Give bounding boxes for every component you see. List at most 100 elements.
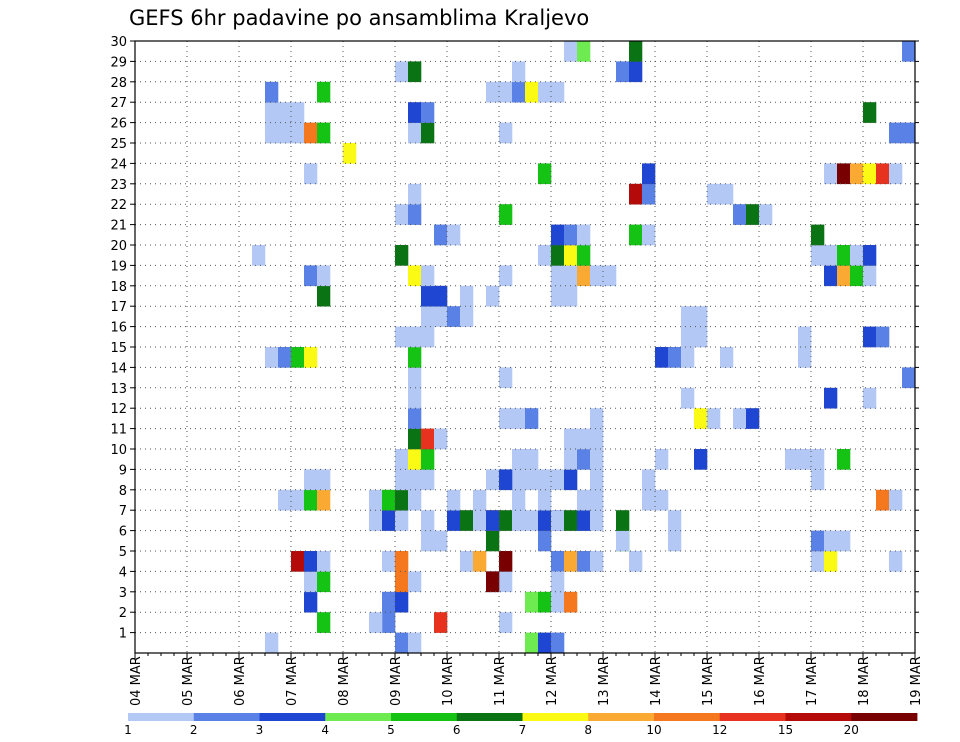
- heatmap-cell: [434, 285, 448, 307]
- heatmap-cell: [577, 245, 591, 266]
- heatmap-cell: [512, 408, 526, 429]
- x-tick-label: 07 MAR: [285, 656, 300, 706]
- y-tick-label: 4: [119, 565, 127, 580]
- heatmap-cell: [850, 245, 864, 266]
- heatmap-cell: [395, 61, 409, 83]
- heatmap-cell: [304, 489, 318, 511]
- x-tick-label: 06 MAR: [233, 656, 248, 706]
- heatmap-cell: [265, 102, 279, 123]
- heatmap-cell: [564, 41, 578, 62]
- colorbar-segment: [193, 713, 260, 721]
- heatmap-cell: [408, 387, 422, 409]
- heatmap-cell: [486, 469, 500, 491]
- heatmap-cell: [564, 591, 578, 613]
- heatmap-cell: [629, 183, 643, 205]
- y-tick-label: 1: [119, 627, 127, 642]
- heatmap-cell: [811, 224, 825, 246]
- heatmap-cell: [902, 41, 916, 62]
- heatmap-cell: [577, 428, 591, 450]
- colorbar-label: 1: [124, 723, 132, 737]
- heatmap-cell: [863, 326, 877, 348]
- heatmap-cell: [551, 591, 565, 613]
- heatmap-cell: [538, 510, 552, 531]
- heatmap-cell: [629, 41, 643, 62]
- heatmap-cell: [876, 489, 890, 511]
- colorbar-label: 6: [453, 723, 461, 737]
- y-tick-label: 14: [110, 361, 127, 376]
- y-tick-label: 26: [110, 117, 127, 132]
- heatmap-cell: [525, 81, 539, 103]
- heatmap-cell: [317, 285, 331, 307]
- heatmap-cell: [317, 122, 331, 144]
- heatmap-cell: [889, 551, 903, 572]
- y-tick-label: 2: [119, 606, 127, 621]
- heatmap-cell: [395, 469, 409, 491]
- heatmap-cell: [811, 469, 825, 491]
- heatmap-cell: [824, 163, 838, 185]
- heatmap-cell: [564, 245, 578, 266]
- heatmap-cell: [265, 81, 279, 103]
- heatmap-cell: [538, 530, 552, 552]
- heatmap-cell: [863, 163, 877, 185]
- heatmap-cell: [408, 449, 422, 470]
- colorbar-segment: [259, 713, 326, 721]
- heatmap-cell: [746, 408, 760, 429]
- heatmap-cell: [538, 245, 552, 266]
- heatmap-cell: [434, 306, 448, 327]
- heatmap-cell: [603, 265, 617, 287]
- heatmap-cell: [863, 387, 877, 409]
- heatmap-cell: [499, 612, 513, 633]
- heatmap-cell: [382, 591, 396, 613]
- heatmap-cell: [876, 326, 890, 348]
- heatmap-cell: [499, 571, 513, 593]
- heatmap-cell: [421, 326, 435, 348]
- heatmap-cell: [629, 61, 643, 83]
- heatmap-cell: [551, 285, 565, 307]
- heatmap-cell: [369, 489, 383, 511]
- x-tick-label: 19 MAR: [909, 656, 924, 706]
- heatmap-cell: [304, 571, 318, 593]
- heatmap-cell: [421, 428, 435, 450]
- y-tick-label: 11: [110, 423, 127, 438]
- heatmap-cell: [395, 326, 409, 348]
- heatmap-cell: [395, 510, 409, 531]
- heatmap-cell: [837, 449, 851, 470]
- heatmap-cell: [525, 408, 539, 429]
- y-tick-label: 3: [119, 586, 127, 601]
- heatmap-cell: [291, 347, 305, 368]
- y-tick-label: 12: [110, 402, 127, 417]
- y-tick-label: 24: [110, 157, 127, 172]
- heatmap-cell: [395, 489, 409, 511]
- heatmap-cell: [408, 204, 422, 225]
- heatmap-cell: [837, 265, 851, 287]
- y-tick-label: 5: [119, 545, 127, 560]
- colorbar-segment: [851, 713, 918, 721]
- heatmap-cell: [655, 347, 669, 368]
- heatmap-cell: [486, 571, 500, 593]
- heatmap-cell: [863, 265, 877, 287]
- heatmap-cell: [447, 510, 461, 531]
- heatmap-cell: [694, 408, 708, 429]
- heatmap-cell: [824, 387, 838, 409]
- heatmap-cell: [434, 530, 448, 552]
- heatmap-cell: [538, 489, 552, 511]
- heatmap-cell: [616, 510, 630, 531]
- heatmap-cell: [317, 81, 331, 103]
- heatmap-cell: [265, 632, 279, 654]
- y-tick-label: 15: [110, 341, 127, 356]
- heatmap-cell: [590, 510, 604, 531]
- heatmap-cell: [421, 530, 435, 552]
- heatmap-cell: [421, 469, 435, 491]
- heatmap-cell: [642, 469, 656, 491]
- heatmap-cell: [460, 551, 474, 572]
- heatmap-cell: [421, 306, 435, 327]
- colorbar-segment: [588, 713, 655, 721]
- heatmap-cell: [434, 428, 448, 450]
- colorbar-label: 10: [646, 723, 661, 737]
- heatmap-cell: [538, 632, 552, 654]
- heatmap-cell: [564, 469, 578, 491]
- y-tick-label: 13: [110, 382, 127, 397]
- heatmap-cell: [499, 204, 513, 225]
- heatmap-cell: [317, 612, 331, 633]
- heatmap-cell: [551, 571, 565, 593]
